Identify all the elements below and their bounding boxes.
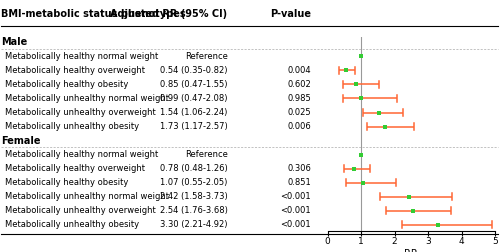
Text: 0.025: 0.025	[288, 108, 311, 117]
Text: Reference: Reference	[184, 150, 228, 159]
Text: Metabolically healthy normal weight: Metabolically healthy normal weight	[5, 150, 158, 159]
Text: 0.85 (0.47-1.55): 0.85 (0.47-1.55)	[160, 80, 228, 89]
Text: Male: Male	[1, 37, 27, 47]
Text: Metabolically healthy overweight: Metabolically healthy overweight	[5, 66, 145, 75]
Text: Metabolically healthy normal weight: Metabolically healthy normal weight	[5, 52, 158, 61]
Text: Metabolically healthy obesity: Metabolically healthy obesity	[5, 178, 128, 187]
Text: 1.54 (1.06-2.24): 1.54 (1.06-2.24)	[160, 108, 228, 117]
Text: 0.99 (0.47-2.08): 0.99 (0.47-2.08)	[160, 94, 228, 103]
Text: 0.306: 0.306	[287, 164, 311, 173]
Text: 0.78 (0.48-1.26): 0.78 (0.48-1.26)	[160, 164, 228, 173]
Text: <0.001: <0.001	[280, 192, 311, 201]
Text: BMI-metabolic status phenotypes: BMI-metabolic status phenotypes	[1, 9, 186, 19]
Text: 2.42 (1.58-3.73): 2.42 (1.58-3.73)	[160, 192, 228, 201]
Text: Metabolically unhealthy overweight: Metabolically unhealthy overweight	[5, 206, 156, 215]
Text: Metabolically unhealthy overweight: Metabolically unhealthy overweight	[5, 108, 156, 117]
Text: Metabolically unhealthy obesity: Metabolically unhealthy obesity	[5, 220, 139, 229]
Text: Metabolically unhealthy normal weight: Metabolically unhealthy normal weight	[5, 94, 169, 103]
Text: 0.006: 0.006	[287, 122, 311, 131]
Text: Metabolically unhealthy obesity: Metabolically unhealthy obesity	[5, 122, 139, 131]
Text: 1.73 (1.17-2.57): 1.73 (1.17-2.57)	[160, 122, 228, 131]
Text: P-value: P-value	[270, 9, 311, 19]
Text: 0.985: 0.985	[287, 94, 311, 103]
Text: 0.004: 0.004	[288, 66, 311, 75]
Text: Reference: Reference	[184, 52, 228, 61]
Text: 0.851: 0.851	[287, 178, 311, 187]
Text: Metabolically healthy obesity: Metabolically healthy obesity	[5, 80, 128, 89]
Text: 2.54 (1.76-3.68): 2.54 (1.76-3.68)	[160, 206, 228, 215]
Text: 0.602: 0.602	[287, 80, 311, 89]
X-axis label: RR: RR	[404, 249, 418, 252]
Text: <0.001: <0.001	[280, 220, 311, 229]
Text: Female: Female	[1, 136, 40, 146]
Text: 0.54 (0.35-0.82): 0.54 (0.35-0.82)	[160, 66, 228, 75]
Text: <0.001: <0.001	[280, 206, 311, 215]
Text: 3.30 (2.21-4.92): 3.30 (2.21-4.92)	[160, 220, 228, 229]
Text: Metabolically unhealthy normal weight: Metabolically unhealthy normal weight	[5, 192, 169, 201]
Text: 1.07 (0.55-2.05): 1.07 (0.55-2.05)	[160, 178, 228, 187]
Text: Metabolically healthy overweight: Metabolically healthy overweight	[5, 164, 145, 173]
Text: Adjusted RR (95% CI): Adjusted RR (95% CI)	[110, 9, 228, 19]
